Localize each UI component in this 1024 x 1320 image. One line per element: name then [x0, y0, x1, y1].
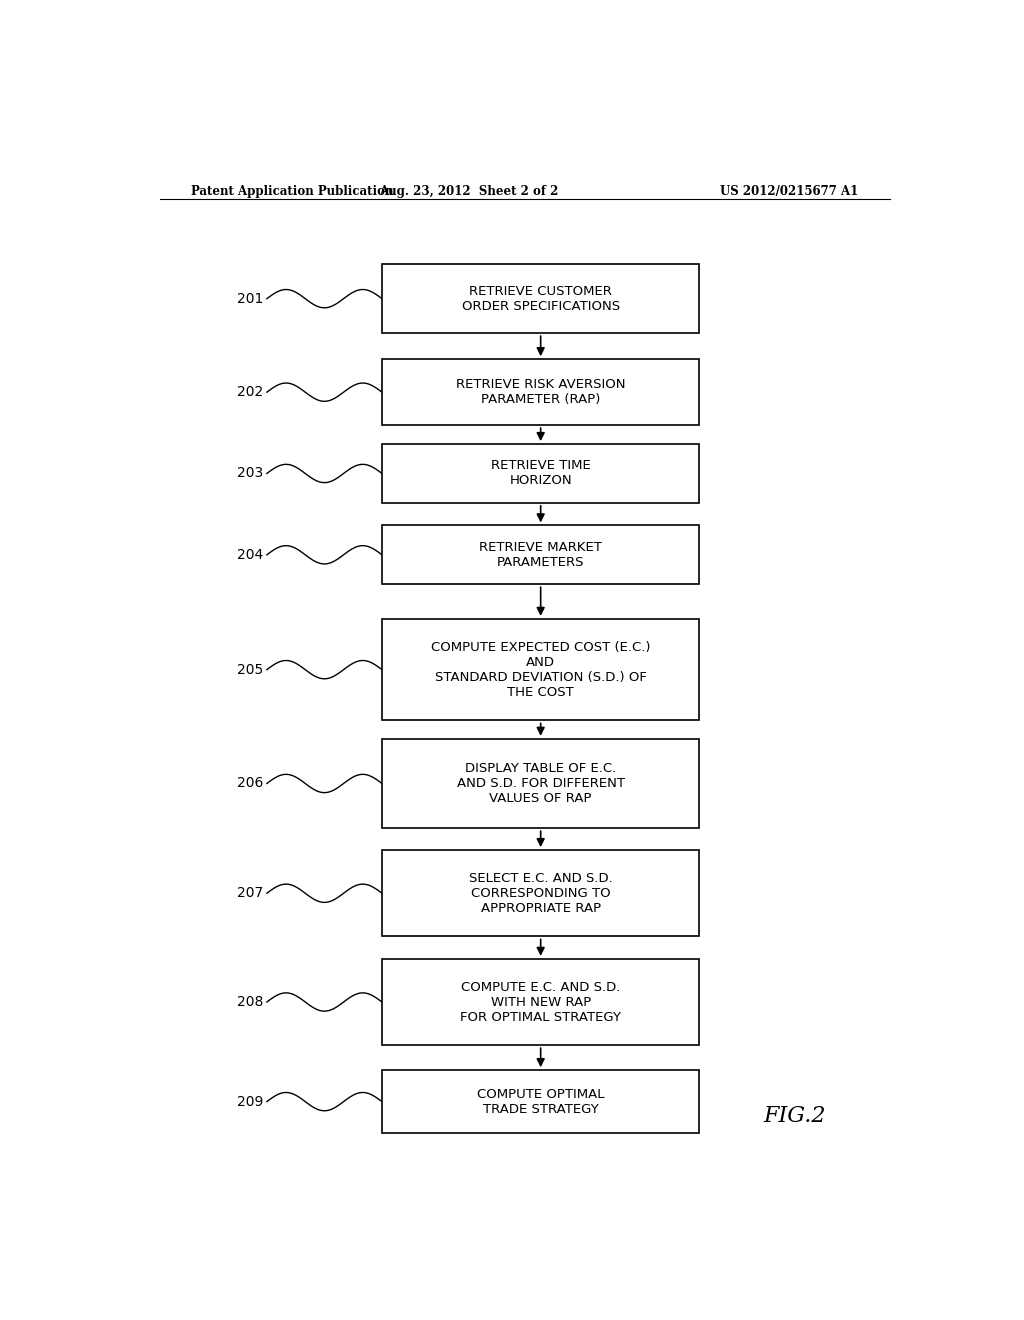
- Text: Aug. 23, 2012  Sheet 2 of 2: Aug. 23, 2012 Sheet 2 of 2: [380, 185, 559, 198]
- FancyBboxPatch shape: [382, 739, 699, 828]
- Text: 203: 203: [237, 466, 263, 480]
- Text: RETRIEVE CUSTOMER
ORDER SPECIFICATIONS: RETRIEVE CUSTOMER ORDER SPECIFICATIONS: [462, 285, 620, 313]
- Text: 207: 207: [237, 886, 263, 900]
- Text: US 2012/0215677 A1: US 2012/0215677 A1: [720, 185, 858, 198]
- Text: COMPUTE OPTIMAL
TRADE STRATEGY: COMPUTE OPTIMAL TRADE STRATEGY: [477, 1088, 604, 1115]
- Text: RETRIEVE MARKET
PARAMETERS: RETRIEVE MARKET PARAMETERS: [479, 541, 602, 569]
- Text: 209: 209: [237, 1094, 263, 1109]
- Text: RETRIEVE TIME
HORIZON: RETRIEVE TIME HORIZON: [490, 459, 591, 487]
- Text: 204: 204: [237, 548, 263, 562]
- Text: 208: 208: [237, 995, 263, 1008]
- Text: FIG.2: FIG.2: [763, 1105, 825, 1127]
- Text: SELECT E.C. AND S.D.
CORRESPONDING TO
APPROPRIATE RAP: SELECT E.C. AND S.D. CORRESPONDING TO AP…: [469, 871, 612, 915]
- FancyBboxPatch shape: [382, 958, 699, 1045]
- Text: DISPLAY TABLE OF E.C.
AND S.D. FOR DIFFERENT
VALUES OF RAP: DISPLAY TABLE OF E.C. AND S.D. FOR DIFFE…: [457, 762, 625, 805]
- Text: Patent Application Publication: Patent Application Publication: [191, 185, 394, 198]
- FancyBboxPatch shape: [382, 525, 699, 585]
- Text: RETRIEVE RISK AVERSION
PARAMETER (RAP): RETRIEVE RISK AVERSION PARAMETER (RAP): [456, 378, 626, 407]
- Text: COMPUTE EXPECTED COST (E.C.)
AND
STANDARD DEVIATION (S.D.) OF
THE COST: COMPUTE EXPECTED COST (E.C.) AND STANDAR…: [431, 640, 650, 698]
- FancyBboxPatch shape: [382, 264, 699, 333]
- Text: 201: 201: [237, 292, 263, 306]
- Text: COMPUTE E.C. AND S.D.
WITH NEW RAP
FOR OPTIMAL STRATEGY: COMPUTE E.C. AND S.D. WITH NEW RAP FOR O…: [460, 981, 622, 1023]
- FancyBboxPatch shape: [382, 1071, 699, 1133]
- FancyBboxPatch shape: [382, 359, 699, 425]
- Text: 205: 205: [237, 663, 263, 677]
- Text: 202: 202: [237, 385, 263, 399]
- FancyBboxPatch shape: [382, 850, 699, 936]
- Text: 206: 206: [237, 776, 263, 791]
- FancyBboxPatch shape: [382, 619, 699, 721]
- FancyBboxPatch shape: [382, 444, 699, 503]
